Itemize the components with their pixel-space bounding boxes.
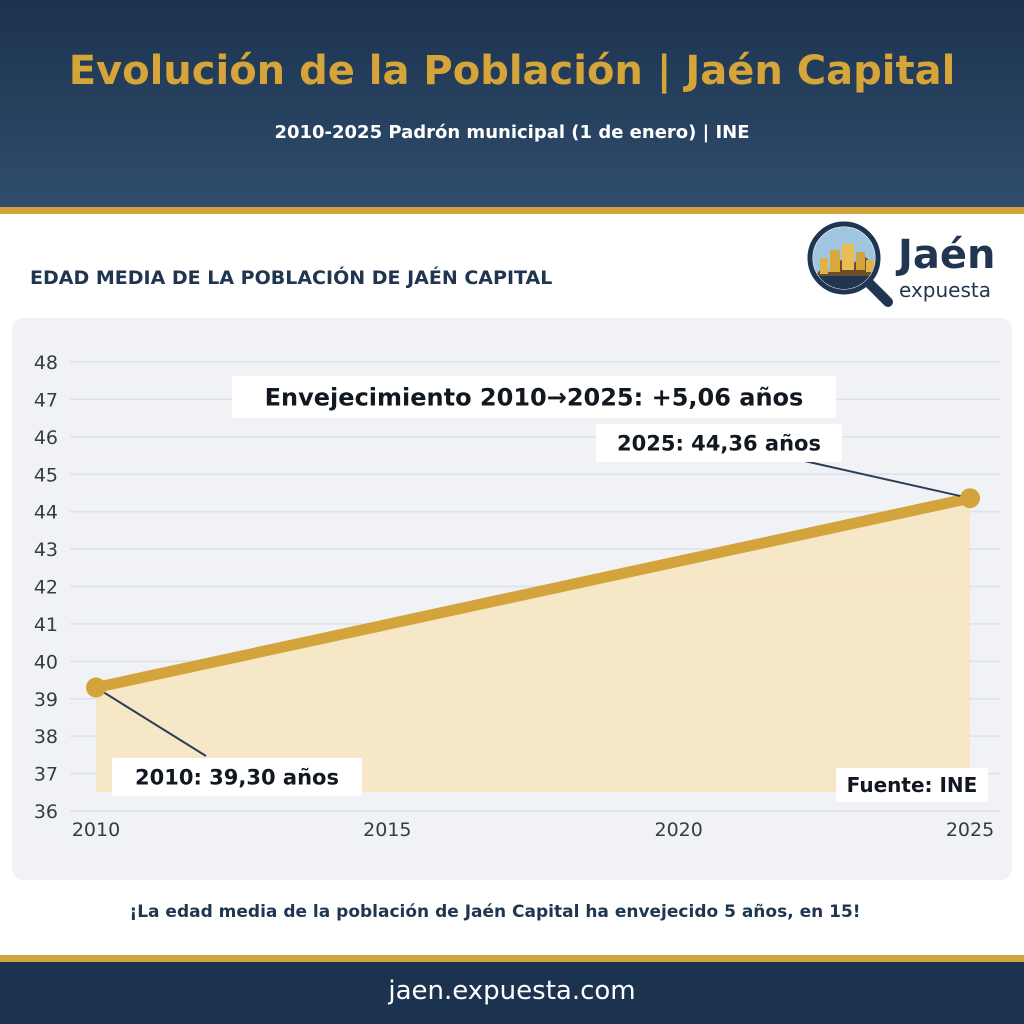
- area-layer: [90, 492, 976, 793]
- logo-name: Jaén: [898, 232, 996, 278]
- tagline: ¡La edad media de la población de Jaén C…: [129, 902, 861, 922]
- data-point: [960, 488, 980, 509]
- x-tick-labels: 2010 2015 2020 2025: [72, 819, 994, 841]
- end-annotation-text: 2025: 44,36 años: [617, 432, 821, 456]
- y-tick-labels: 36 37 38 39 40 41 42 43 44 45 46 47 48: [34, 352, 58, 823]
- jaen-expuesta-logo: Jaén expuesta: [806, 220, 1006, 312]
- summary-annotation-box: [232, 376, 836, 418]
- y-tick-label: 46: [34, 427, 58, 449]
- page-subtitle: 2010-2025 Padrón municipal (1 de enero) …: [274, 122, 750, 143]
- y-tick-label: 41: [34, 614, 58, 636]
- y-tick-label: 42: [34, 577, 58, 599]
- footer-bar: jaen.expuesta.com: [0, 962, 1024, 1024]
- x-tick-label: 2010: [72, 819, 120, 841]
- end-annotation: 2025: 44,36 años: [596, 424, 842, 462]
- footer-divider: [0, 955, 1024, 962]
- x-tick-label: 2025: [946, 819, 994, 841]
- y-tick-label: 45: [34, 464, 58, 486]
- x-tick-label: 2015: [363, 819, 411, 841]
- source-label: Fuente: INE: [836, 768, 988, 802]
- annotation-layer: Envejecimiento 2010→2025: +5,06 años 2025…: [95, 376, 988, 802]
- source-label-box: [836, 768, 988, 802]
- series-line: [90, 492, 976, 694]
- footer-url[interactable]: jaen.expuesta.com: [388, 976, 636, 1006]
- page-title: Evolución de la Población | Jaén Capital: [68, 48, 956, 94]
- summary-annotation: Envejecimiento 2010→2025: +5,06 años: [232, 376, 836, 418]
- source-label-text: Fuente: INE: [847, 773, 978, 797]
- start-annotation: 2010: 39,30 años: [112, 758, 362, 796]
- y-tick-label: 48: [34, 352, 58, 374]
- y-tick-label: 39: [34, 689, 58, 711]
- section-title: EDAD MEDIA DE LA POBLACIÓN DE JAÉN CAPIT…: [30, 267, 553, 289]
- header-divider: [0, 207, 1024, 214]
- y-tick-label: 37: [34, 764, 58, 786]
- end-annotation-box: [596, 424, 842, 462]
- y-tick-label: 44: [34, 502, 58, 524]
- point-layer: [86, 488, 980, 698]
- data-point: [86, 677, 106, 698]
- x-tick-label: 2020: [654, 819, 702, 841]
- magnifier-city-icon: [807, 221, 893, 307]
- y-tick-label: 38: [34, 726, 58, 748]
- y-tick-label: 43: [34, 539, 58, 561]
- start-annotation-text: 2010: 39,30 años: [135, 766, 339, 790]
- start-annotation-box: [112, 758, 362, 796]
- y-tick-label: 47: [34, 389, 58, 411]
- end-leader-line: [799, 459, 971, 500]
- start-leader-line: [95, 686, 207, 757]
- summary-annotation-text: Envejecimiento 2010→2025: +5,06 años: [265, 384, 804, 412]
- logo-subname: expuesta: [899, 278, 991, 302]
- y-tick-label: 36: [34, 801, 58, 823]
- area-fill: [96, 498, 970, 793]
- header-banner: Evolución de la Población | Jaén Capital…: [0, 0, 1024, 207]
- y-tick-label: 40: [34, 651, 58, 673]
